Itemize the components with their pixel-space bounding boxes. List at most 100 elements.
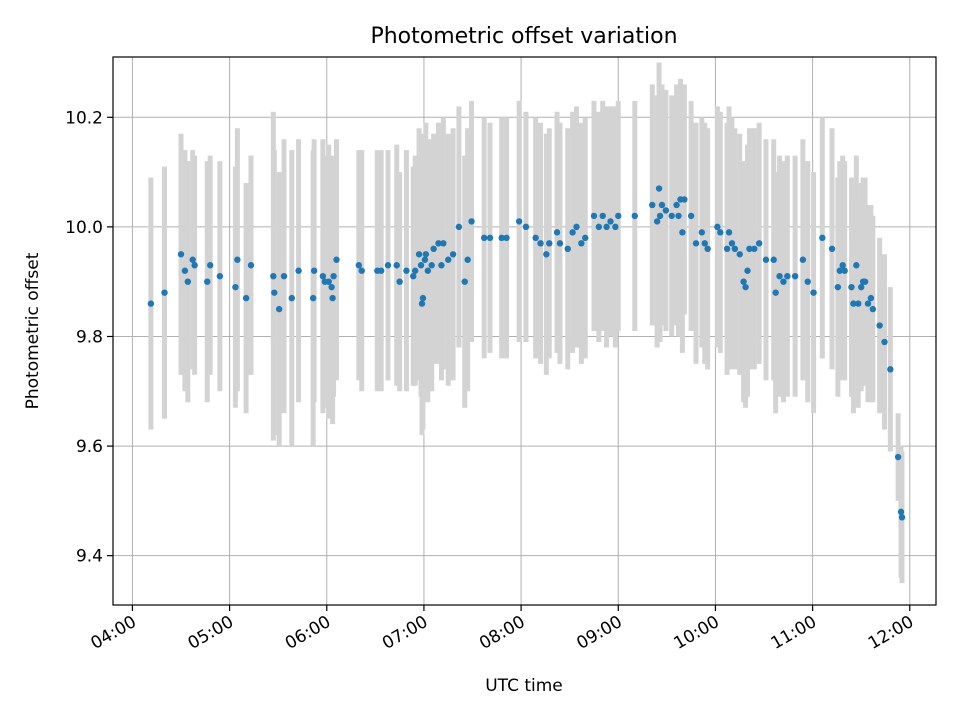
data-point xyxy=(599,212,606,220)
data-point xyxy=(421,256,429,263)
plot-area xyxy=(112,56,937,606)
data-point xyxy=(486,234,494,242)
data-point xyxy=(206,262,214,269)
data-point xyxy=(216,273,224,280)
data-point xyxy=(839,262,846,269)
data-point xyxy=(569,229,576,236)
data-point xyxy=(556,240,564,247)
y-tick-label: 10.2 xyxy=(65,108,103,128)
data-point xyxy=(649,201,656,209)
data-point xyxy=(655,185,663,192)
data-point xyxy=(461,278,468,285)
x-axis-label: UTC time xyxy=(485,676,563,696)
data-point xyxy=(422,251,430,258)
data-point xyxy=(328,283,335,291)
data-point xyxy=(546,240,553,247)
data-point xyxy=(582,234,589,242)
data-point xyxy=(578,240,585,247)
plot-frame xyxy=(112,56,937,606)
data-point xyxy=(784,273,791,280)
data-point xyxy=(455,223,463,231)
data-point xyxy=(876,322,883,329)
data-point xyxy=(503,234,510,242)
data-point xyxy=(358,267,365,274)
data-point xyxy=(861,278,869,285)
data-point xyxy=(853,262,860,269)
data-point xyxy=(234,256,241,263)
data-point xyxy=(799,256,807,263)
y-axis: 9.4 9.6 9.8 10.0 10.2 xyxy=(65,108,113,567)
data-point xyxy=(410,273,417,280)
data-point xyxy=(736,251,743,258)
data-point xyxy=(330,273,337,280)
data-point xyxy=(532,234,539,242)
data-point xyxy=(384,262,392,269)
data-point xyxy=(177,251,185,258)
data-point xyxy=(687,212,695,220)
data-point xyxy=(607,218,614,225)
data-point xyxy=(424,267,432,274)
data-point xyxy=(515,218,523,225)
data-point xyxy=(662,207,670,214)
data-point xyxy=(232,283,239,291)
data-point xyxy=(403,267,410,274)
data-point xyxy=(791,273,799,280)
data-point xyxy=(857,283,865,291)
data-point xyxy=(728,240,736,247)
data-point xyxy=(147,300,155,307)
data-point xyxy=(867,294,875,302)
y-axis-label: Photometric offset xyxy=(23,252,43,409)
data-point xyxy=(656,212,664,220)
y-tick-label: 10.0 xyxy=(65,218,103,238)
data-points xyxy=(147,185,906,521)
data-point xyxy=(898,514,906,521)
y-tick-label: 9.4 xyxy=(76,547,103,567)
data-point xyxy=(440,240,447,247)
data-point xyxy=(723,245,731,252)
data-point xyxy=(855,300,862,307)
data-point xyxy=(411,267,419,274)
data-point xyxy=(204,278,211,285)
data-point xyxy=(480,234,488,242)
data-point xyxy=(595,223,603,231)
data-point xyxy=(751,245,758,252)
data-point xyxy=(319,273,327,280)
data-point xyxy=(295,267,302,274)
data-point xyxy=(310,267,318,274)
data-point xyxy=(731,245,739,252)
data-point xyxy=(850,300,857,307)
data-point xyxy=(393,262,400,269)
data-point xyxy=(247,262,255,269)
data-point xyxy=(698,229,706,236)
data-point xyxy=(417,262,425,269)
data-point xyxy=(325,278,332,285)
data-point xyxy=(430,245,437,252)
data-point xyxy=(280,273,288,280)
data-point xyxy=(189,256,196,263)
data-point xyxy=(841,267,848,274)
data-point xyxy=(419,294,427,302)
data-point xyxy=(288,294,295,302)
data-point xyxy=(725,229,733,236)
data-point xyxy=(714,223,721,231)
data-point xyxy=(717,229,724,236)
data-point xyxy=(848,283,855,291)
data-point xyxy=(415,251,423,258)
data-point xyxy=(770,256,777,263)
data-point xyxy=(887,366,894,373)
data-point xyxy=(772,289,779,296)
data-point xyxy=(355,262,363,269)
data-point xyxy=(744,267,751,274)
data-point xyxy=(161,289,168,296)
data-point xyxy=(590,212,598,220)
data-point xyxy=(329,294,336,302)
data-point xyxy=(780,278,787,285)
data-point xyxy=(834,283,842,291)
data-point xyxy=(755,240,763,247)
data-point xyxy=(449,251,457,258)
data-point xyxy=(498,234,505,242)
data-point xyxy=(776,273,783,280)
data-point xyxy=(428,262,435,269)
data-point xyxy=(468,218,475,225)
